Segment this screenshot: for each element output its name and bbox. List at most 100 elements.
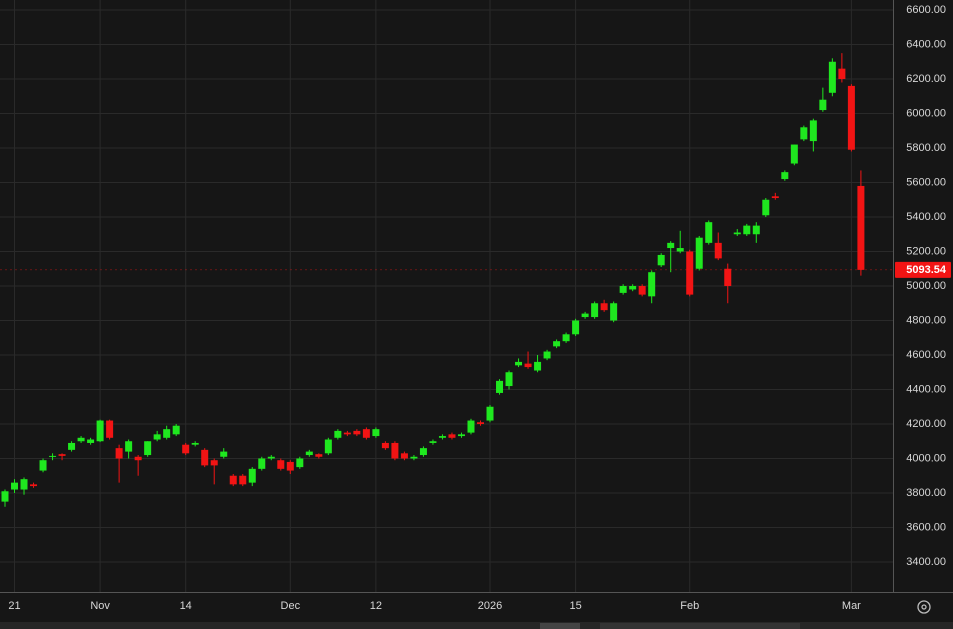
- candle-body: [286, 461, 294, 471]
- y-tick-label: 5000.00: [906, 280, 946, 292]
- candle-body: [372, 429, 380, 437]
- candle-body: [334, 430, 342, 438]
- candle-body: [153, 434, 161, 440]
- candle-body: [676, 248, 684, 252]
- candle-body: [486, 406, 494, 421]
- labels: 3400.00 3600.00 3800.00 4000.00 4200.00 4400.…: [0, 4, 951, 612]
- candle-body: [752, 225, 760, 235]
- candle-body: [1, 491, 9, 502]
- candle-body: [201, 449, 209, 466]
- candle-body: [39, 460, 47, 471]
- candle-body: [163, 429, 171, 438]
- candle-body: [819, 99, 827, 111]
- candle-body: [733, 232, 741, 235]
- candle-body: [448, 434, 456, 438]
- candle-body: [343, 432, 351, 435]
- candle-body: [277, 460, 285, 469]
- x-tick-label: Mar: [842, 600, 861, 612]
- y-tick-label: 5400.00: [906, 211, 946, 223]
- y-tick-label: 3400.00: [906, 556, 946, 568]
- candle-body: [87, 439, 95, 443]
- candle-body: [667, 242, 675, 249]
- candle-body: [11, 482, 19, 490]
- candle-body: [828, 61, 836, 93]
- candle-body: [553, 341, 561, 347]
- y-tick-label: 5800.00: [906, 142, 946, 154]
- candles: [1, 53, 865, 507]
- scroll-range[interactable]: [600, 623, 800, 629]
- candle-body: [438, 436, 446, 438]
- candle-body: [705, 222, 713, 243]
- candle-body: [638, 285, 646, 295]
- scrollbar-track[interactable]: [0, 622, 953, 629]
- y-tick-label: 4200.00: [906, 418, 946, 430]
- y-tick-label: 4400.00: [906, 383, 946, 395]
- candle-body: [315, 454, 323, 457]
- candle-body: [324, 439, 332, 454]
- candle-body: [467, 420, 475, 433]
- candle-body: [353, 430, 361, 435]
- x-tick-label: 21: [8, 600, 20, 612]
- y-tick-label: 4800.00: [906, 314, 946, 326]
- settings-icon[interactable]: [917, 600, 931, 614]
- candle-body: [106, 420, 114, 438]
- candle-body: [591, 303, 599, 318]
- candle-body: [49, 455, 57, 457]
- y-tick-label: 5600.00: [906, 176, 946, 188]
- y-tick-label: 6200.00: [906, 73, 946, 85]
- candle-body: [267, 456, 275, 459]
- candle-body: [144, 441, 152, 456]
- x-tick-label: Nov: [90, 600, 110, 612]
- x-tick-label: 2026: [478, 600, 502, 612]
- candle-body: [629, 285, 637, 290]
- x-tick-label: Dec: [281, 600, 301, 612]
- candle-body: [619, 285, 627, 293]
- candle-body: [572, 320, 580, 335]
- candle-body: [77, 437, 85, 442]
- candle-body: [391, 442, 399, 459]
- candle-body: [790, 144, 798, 164]
- candle-body: [457, 434, 465, 437]
- candle-body: [714, 242, 722, 259]
- candle-body: [239, 475, 247, 485]
- candle-body: [515, 361, 523, 366]
- candle-body: [296, 458, 304, 468]
- candle-body: [20, 479, 28, 490]
- candle-body: [220, 451, 228, 457]
- candle-body: [172, 425, 180, 435]
- candle-body: [724, 268, 732, 286]
- candle-body: [600, 303, 608, 311]
- candle-body: [543, 351, 551, 359]
- candle-body: [410, 456, 418, 459]
- candle-body: [68, 442, 76, 450]
- y-tick-label: 4000.00: [906, 452, 946, 464]
- last-price-tag: [895, 261, 951, 278]
- candle-body: [258, 458, 266, 469]
- candle-body: [30, 484, 38, 487]
- last-price-label: 5093.54: [906, 264, 947, 276]
- y-tick-label: 3600.00: [906, 521, 946, 533]
- candle-body: [524, 363, 532, 368]
- candle-body: [847, 85, 855, 150]
- x-tick-label: 14: [180, 600, 192, 612]
- candle-body: [248, 468, 256, 483]
- candle-body: [477, 422, 484, 424]
- candle-body: [429, 441, 437, 443]
- candle-body: [648, 272, 656, 297]
- candle-body: [400, 453, 408, 459]
- candle-body: [96, 420, 104, 442]
- candle-body: [182, 444, 190, 454]
- candle-body: [762, 199, 770, 216]
- y-tick-label: 3800.00: [906, 487, 946, 499]
- candle-body: [610, 303, 618, 321]
- candle-body: [771, 196, 779, 199]
- scroll-handle[interactable]: [540, 623, 580, 629]
- y-tick-label: 6000.00: [906, 107, 946, 119]
- y-tick-label: 6600.00: [906, 4, 946, 16]
- candle-body: [743, 225, 751, 235]
- candle-body: [657, 254, 665, 266]
- candle-body: [125, 441, 133, 452]
- candle-body: [134, 456, 142, 461]
